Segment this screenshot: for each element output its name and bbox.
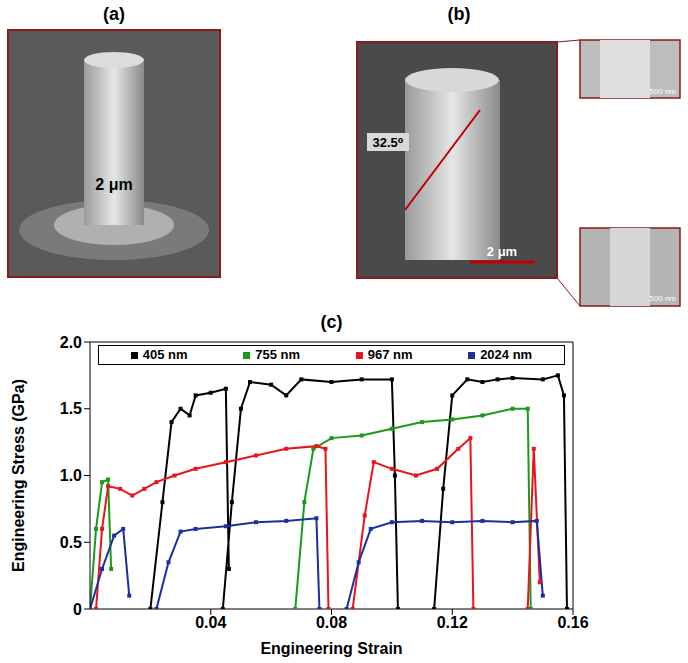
html-text:2024 nm: 2024 nm: [480, 347, 533, 362]
svg-text:1.5: 1.5: [60, 400, 82, 417]
svg-text:Engineering Strain: Engineering Strain: [260, 640, 402, 657]
svg-text:32.5⁰: 32.5⁰: [373, 135, 404, 150]
svg-text:0.04: 0.04: [195, 614, 226, 631]
svg-text:500 nm: 500 nm: [649, 294, 676, 303]
svg-text:0.16: 0.16: [557, 614, 588, 631]
svg-text:0: 0: [73, 601, 82, 618]
svg-text:Engineering Stress (GPa): Engineering Stress (GPa): [10, 379, 27, 572]
svg-text:0.08: 0.08: [316, 614, 347, 631]
svg-text:2 μm: 2 μm: [95, 176, 132, 193]
svg-text:500 nm: 500 nm: [649, 87, 676, 96]
svg-text:2 μm: 2 μm: [487, 244, 517, 259]
svg-text:0.12: 0.12: [437, 614, 468, 631]
svg-text:2.0: 2.0: [60, 334, 82, 351]
html-text:(c): (c): [320, 312, 343, 332]
html-text:755 nm: 755 nm: [255, 347, 301, 362]
svg-text:0.5: 0.5: [60, 534, 82, 551]
html-text:967 nm: 967 nm: [367, 347, 413, 362]
html-text:405 nm: 405 nm: [142, 347, 188, 362]
svg-text:(a): (a): [103, 4, 125, 24]
svg-text:1.0: 1.0: [60, 467, 82, 484]
svg-text:(b): (b): [448, 4, 471, 24]
